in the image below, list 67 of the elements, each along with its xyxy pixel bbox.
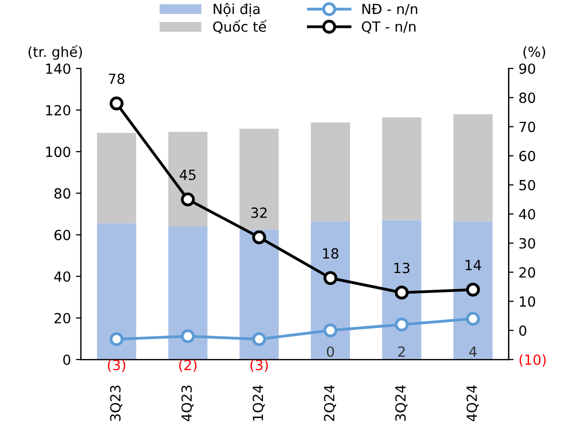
point bbox=[110, 332, 124, 346]
bar bbox=[96, 223, 136, 360]
bar bbox=[240, 128, 279, 230]
bar bbox=[168, 226, 208, 360]
y-tick-label: 100 bbox=[46, 146, 70, 158]
data-label: (3) bbox=[250, 360, 268, 372]
data-label: 32 bbox=[251, 207, 267, 218]
y2-tick-label: 10 bbox=[520, 296, 536, 307]
x-tick-label: 4Q23 bbox=[181, 386, 194, 422]
x-tick-label: 2Q24 bbox=[324, 385, 336, 421]
point bbox=[466, 282, 480, 297]
point bbox=[180, 192, 195, 206]
data-label: 2 bbox=[398, 346, 405, 357]
bar bbox=[310, 122, 350, 222]
x-tick-label: 3Q23 bbox=[110, 386, 122, 421]
point bbox=[252, 230, 266, 244]
y2-tick-label: 50 bbox=[519, 180, 536, 190]
data-label: (2) bbox=[179, 360, 196, 372]
bar bbox=[453, 114, 493, 222]
y-tick-label: 40 bbox=[54, 271, 70, 282]
bar bbox=[168, 132, 208, 226]
y-tick-label: 140 bbox=[46, 63, 70, 74]
y-tick-label: 80 bbox=[54, 188, 70, 199]
legend-label: Quốc tế bbox=[213, 20, 267, 34]
point bbox=[110, 96, 124, 110]
x-tick-label: 1Q24 bbox=[252, 385, 265, 420]
y2-tick-label: 80 bbox=[519, 92, 536, 104]
data-label: 0 bbox=[326, 346, 334, 357]
x-tick-label: 4Q24 bbox=[466, 385, 479, 422]
bar bbox=[382, 117, 422, 220]
legend-label: QT - n/n bbox=[362, 21, 416, 34]
bar bbox=[310, 221, 350, 360]
point bbox=[323, 271, 338, 285]
bar bbox=[240, 230, 279, 360]
y-tick-label: 20 bbox=[54, 312, 70, 324]
point bbox=[180, 329, 195, 344]
y2-tick-label: 0 bbox=[519, 325, 526, 336]
point bbox=[252, 332, 266, 346]
data-label: 78 bbox=[108, 74, 124, 84]
x-tick-label: 3Q24 bbox=[395, 385, 408, 421]
y2-tick-label: 90 bbox=[519, 63, 536, 74]
y-tick-label: 120 bbox=[46, 105, 70, 116]
y2-tick-label: 30 bbox=[519, 238, 536, 249]
y-tick-label: 60 bbox=[54, 230, 70, 240]
y2-tick-label: 60 bbox=[519, 150, 536, 162]
data-label: 14 bbox=[466, 260, 482, 270]
bar bbox=[96, 132, 136, 224]
data-label: (3) bbox=[108, 360, 126, 372]
y2-tick-label: 70 bbox=[520, 122, 536, 132]
data-label: 13 bbox=[394, 262, 410, 274]
point bbox=[394, 286, 409, 300]
bar bbox=[382, 220, 422, 360]
y2-tick-label: 20 bbox=[519, 267, 536, 278]
legend-label: Nội địa bbox=[214, 2, 260, 17]
legend-label: NĐ - n/n bbox=[362, 4, 418, 16]
y-axis-title: (tr. ghế) bbox=[28, 45, 82, 60]
data-label: 18 bbox=[323, 248, 338, 259]
point bbox=[466, 312, 480, 326]
y2-tick-label: 40 bbox=[519, 208, 536, 220]
point bbox=[394, 318, 409, 332]
data-label: 4 bbox=[469, 346, 477, 357]
y2-axis-title: (%) bbox=[523, 46, 546, 59]
y-tick-label: 0 bbox=[63, 354, 70, 365]
bar bbox=[453, 221, 493, 360]
y2-tick-label: (10) bbox=[520, 354, 546, 367]
data-label: 45 bbox=[180, 170, 196, 180]
point bbox=[323, 323, 338, 338]
